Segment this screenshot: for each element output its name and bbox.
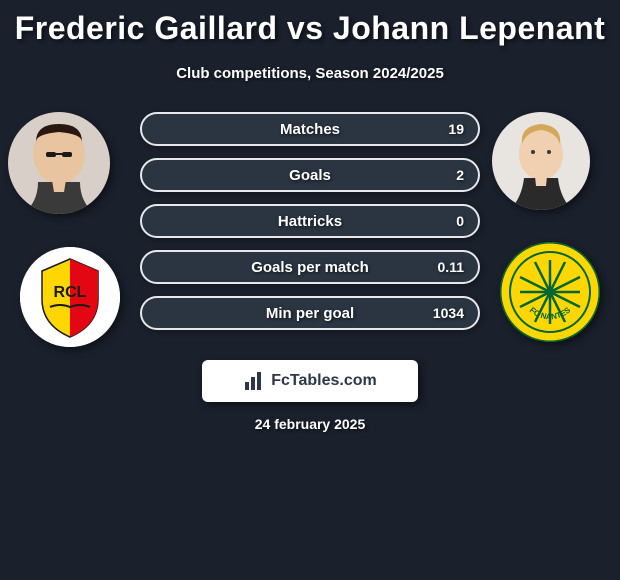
comparison-date: 24 february 2025 — [0, 416, 620, 432]
brand-box[interactable]: FcTables.com — [202, 360, 418, 402]
stat-label: Goals per match — [251, 259, 369, 276]
bar-chart-icon — [243, 370, 265, 392]
stat-value-right: 19 — [448, 121, 464, 137]
club-left-text: RCL — [54, 284, 87, 301]
club-left-crest-icon: RCL — [20, 247, 120, 347]
player-left-avatar — [8, 112, 110, 214]
stat-value-right: 1034 — [433, 305, 464, 321]
stat-bar-matches: Matches 19 — [140, 112, 480, 146]
stat-label: Goals — [289, 167, 331, 184]
stat-bars-container: Matches 19 Goals 2 Hattricks 0 Goals per… — [140, 112, 480, 342]
stat-bar-min-per-goal: Min per goal 1034 — [140, 296, 480, 330]
player-right-portrait-icon — [492, 112, 590, 210]
club-right-crest-icon: FC NANTES — [500, 242, 600, 342]
stat-value-right: 2 — [456, 167, 464, 183]
stat-label: Min per goal — [266, 305, 354, 322]
stat-value-right: 0.11 — [438, 259, 464, 275]
player-right-avatar — [492, 112, 590, 210]
season-subtitle: Club competitions, Season 2024/2025 — [0, 65, 620, 82]
stat-bar-hattricks: Hattricks 0 — [140, 204, 480, 238]
comparison-content: RCL FC NANTES Matches 1 — [0, 112, 620, 352]
stat-value-right: 0 — [456, 213, 464, 229]
club-right-badge: FC NANTES — [500, 242, 600, 342]
club-left-badge: RCL — [20, 247, 120, 347]
comparison-title: Frederic Gaillard vs Johann Lepenant — [0, 0, 620, 47]
stat-bar-goals: Goals 2 — [140, 158, 480, 192]
stat-label: Hattricks — [278, 213, 342, 230]
stat-label: Matches — [280, 121, 340, 138]
stat-bar-goals-per-match: Goals per match 0.11 — [140, 250, 480, 284]
brand-text: FcTables.com — [271, 372, 377, 390]
player-left-portrait-icon — [8, 112, 110, 214]
